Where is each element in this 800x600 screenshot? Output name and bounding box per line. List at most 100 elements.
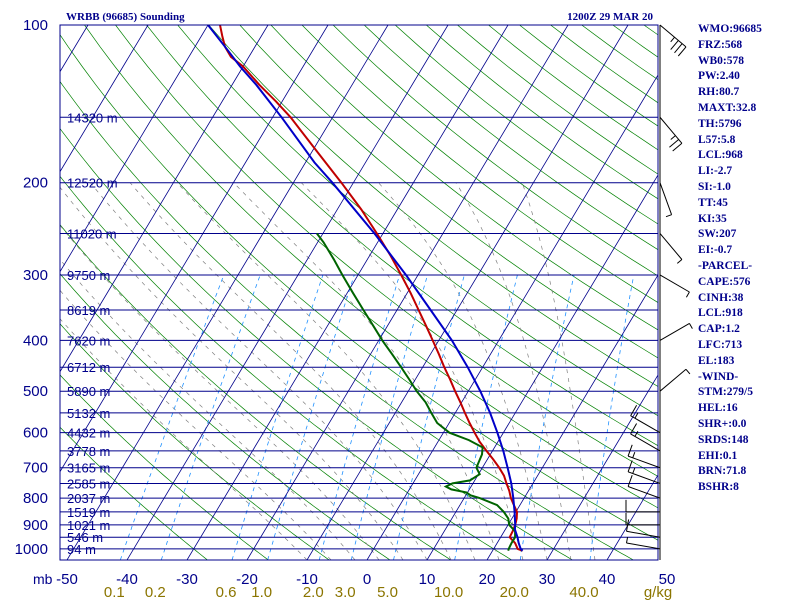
pressure-tick-label: 100: [23, 17, 48, 34]
height-label: 94 m: [67, 542, 96, 557]
wind-barb-feather: [627, 475, 633, 487]
mixing-ratio-line: [160, 274, 261, 560]
wind-barb-shaft: [630, 415, 661, 434]
index-line: BSHR:8: [698, 481, 739, 494]
index-line: STM:279/5: [698, 386, 753, 399]
index-line: CAPE:576: [698, 275, 751, 288]
wind-barb-shaft: [627, 471, 661, 484]
height-label: 2037 m: [67, 491, 110, 506]
wind-barb-shaft: [626, 530, 661, 538]
mixing-ratio-label: 3.0: [335, 584, 356, 600]
index-line: L57:5.8: [698, 133, 736, 146]
wind-barb-column: [625, 24, 693, 560]
valid-time: 1200Z 29 MAR 20: [567, 11, 653, 23]
wind-barb-feather: [626, 537, 629, 544]
wind-barb-feather: [685, 291, 690, 298]
index-line: -PARCEL-: [698, 259, 753, 272]
wind-barb-shaft: [659, 368, 687, 392]
wind-barb-feather: [634, 430, 639, 437]
mixing-ratio-line: [231, 274, 324, 560]
dry-adiabat: [60, 80, 634, 560]
temperature-tick-label: 20: [479, 571, 496, 588]
sounding-profiles: [207, 25, 524, 552]
temperature-profile: [219, 25, 523, 552]
dry-adiabat: [60, 224, 451, 560]
mixing-ratio-label: 1.0: [251, 584, 272, 600]
index-line: TH:5796: [698, 117, 742, 130]
wind-barb-shaft: [659, 233, 683, 260]
moist-adiabat: [176, 182, 476, 560]
moist-adiabat: [90, 182, 428, 560]
wind-barb-feather: [627, 460, 633, 472]
height-label: 8619 m: [67, 303, 110, 318]
wind-barb-feather: [632, 452, 636, 458]
dry-adiabat: [146, 25, 658, 447]
index-line: -WIND-: [698, 370, 739, 383]
wind-barb-shaft: [659, 182, 673, 215]
mixing-ratio-line: [119, 274, 225, 560]
pressure-tick-label: 200: [23, 175, 48, 192]
dry-adiabat: [60, 175, 512, 560]
index-line: SHR+:0.0: [698, 417, 747, 430]
index-line: CINH:38: [698, 291, 744, 304]
mixing-ratio-line: [350, 274, 428, 560]
temperature-tick-label: 30: [539, 571, 556, 588]
wind-barb-feather: [674, 43, 683, 54]
isotherm-line: [426, 174, 658, 560]
moist-adiabat: [60, 258, 356, 560]
pressure-tick-label: 500: [23, 383, 48, 400]
isotherm-line: [546, 374, 658, 560]
index-line: LCL:968: [698, 149, 743, 162]
pressure-tick-label: 400: [23, 332, 48, 349]
dry-adiabat: [60, 374, 269, 560]
height-label: 4432 m: [67, 426, 110, 441]
wind-barb-feather: [677, 46, 687, 57]
height-label: 546 m: [67, 530, 103, 545]
temperature-tick-label: -40: [116, 571, 138, 588]
index-line: LI:-2.7: [698, 165, 733, 178]
dry-adiabat: [60, 426, 208, 560]
wind-barb-shaft: [659, 322, 690, 341]
isotherm-line: [246, 25, 569, 560]
height-label: 3165 m: [67, 461, 110, 476]
moist-adiabat: [60, 318, 308, 560]
pressure-tick-label: 1000: [15, 541, 48, 558]
height-label: 6712 m: [67, 360, 110, 375]
temperature-tick-label: -50: [56, 571, 78, 588]
temperature-tick-label: -30: [176, 571, 198, 588]
parcel-profile: [207, 25, 524, 552]
isotherm-line: [60, 25, 209, 273]
moist-adiabat: [521, 182, 596, 560]
mixing-ratio-label: 0.6: [216, 584, 237, 600]
index-line: EI:-0.7: [698, 244, 733, 257]
dry-adiabat: [239, 25, 658, 359]
chart-title: WRBB (96685) Sounding: [66, 11, 185, 23]
index-line: TT:45: [698, 196, 728, 209]
isotherm-line: [306, 25, 629, 560]
mixing-ratio-label: 0.1: [104, 584, 125, 600]
temperature-tick-label: -10: [296, 571, 318, 588]
moist-adiabat: [455, 182, 572, 560]
temperature-tick-label: 40: [599, 571, 616, 588]
pressure-unit-label: mb: [33, 571, 53, 587]
mixing-ratio-unit: g/kg: [644, 584, 672, 600]
pressure-tick-label: 300: [23, 267, 48, 284]
wind-barb-feather: [630, 423, 638, 435]
index-line: WB0:578: [698, 54, 744, 67]
index-line: CAP:1.2: [698, 323, 740, 336]
pressure-tick-label: 900: [23, 517, 48, 534]
index-line: BRN:71.8: [698, 465, 747, 478]
dry-adiabat: [208, 25, 658, 387]
moist-adiabat: [60, 289, 332, 560]
wind-barb-feather: [670, 135, 676, 140]
mixing-ratio-label: 10.0: [434, 584, 463, 600]
indices-panel: WMO:96685 FRZ:568 WB0:578 PW:2.40 RH:80.7 MAX…: [698, 22, 800, 496]
wind-barb-feather: [665, 214, 672, 218]
index-line: SW:207: [698, 228, 737, 241]
index-line: SI:-1.0: [698, 180, 731, 193]
dry-adiabat: [270, 25, 658, 331]
mixing-ratio-line: [393, 274, 465, 560]
index-line: SRDS:148: [698, 433, 749, 446]
index-line: LFC:713: [698, 338, 743, 351]
mixing-ratio-label: 20.0: [500, 584, 529, 600]
